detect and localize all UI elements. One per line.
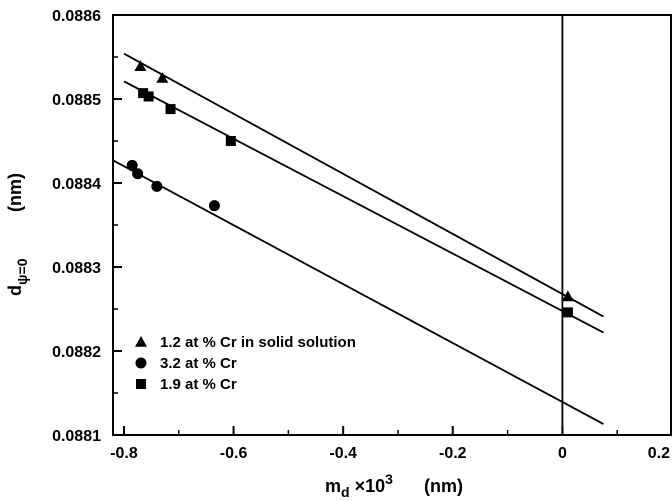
markers — [126, 60, 574, 318]
x-tick-label: 0 — [558, 445, 567, 462]
axis-labels: md ×103 (nm)dψ=0(nm) — [5, 173, 463, 500]
x-axis-label-sup: 3 — [385, 471, 393, 487]
plot-frame — [112, 14, 672, 436]
legend-label-0: 1.2 at % Cr in solid solution — [160, 334, 356, 351]
y-tick-label: 0.0886 — [52, 8, 101, 25]
y-axis-label: dψ=0 (nm) — [5, 173, 30, 296]
legend-marker-1 — [135, 357, 147, 369]
fit-lines — [112, 52, 604, 425]
data-point-series-0 — [134, 60, 147, 72]
data-point-series-1 — [151, 180, 163, 192]
y-tick-label: 0.0881 — [52, 428, 101, 445]
x-tick-label: -0.2 — [439, 445, 467, 462]
x-tick-label: -0.8 — [110, 445, 138, 462]
y-tick-label: 0.0884 — [52, 176, 101, 193]
y-tick-label: 0.0882 — [52, 344, 101, 361]
fit-line-series-0 — [123, 52, 604, 318]
x-tick-label: -0.6 — [220, 445, 248, 462]
x-axis-label-unit: (nm) — [424, 476, 463, 496]
data-point-series-0 — [561, 290, 574, 302]
data-point-series-2 — [562, 307, 573, 318]
x-axis-label-main: m — [325, 476, 341, 496]
data-point-series-2 — [225, 136, 236, 146]
x-axis-label: md ×103 (nm) — [325, 471, 463, 500]
axes: -0.8 -0.6 -0.4 -0.2 0 0.2 0.0881 0.0882 0.0883 0.… — [52, 8, 672, 462]
data-point-series-2 — [143, 91, 154, 102]
fit-line-series-2 — [123, 80, 604, 334]
data-point-series-1 — [126, 159, 138, 171]
y-tick-label: 0.0883 — [52, 260, 101, 277]
legend-marker-2 — [136, 379, 146, 389]
fit-line-series-1 — [112, 159, 604, 425]
legend-marker-0 — [135, 336, 147, 347]
y-axis-label-unit: (nm) — [5, 173, 25, 212]
data-point-series-2 — [138, 88, 149, 99]
x-axis-label-sub: d — [341, 484, 350, 500]
legend-label-1: 3.2 at % Cr — [160, 355, 237, 372]
x-tick-label: 0.2 — [648, 445, 670, 462]
legend: 1.2 at % Cr in solid solution 3.2 at % Cr… — [135, 334, 356, 393]
data-point-series-1 — [132, 168, 144, 180]
data-point-series-0 — [156, 72, 169, 83]
y-tick-label: 0.0885 — [52, 92, 101, 109]
y-axis-label-sub: ψ=0 — [14, 258, 30, 285]
x-axis-label-mid: ×10 — [350, 476, 386, 496]
y-axis-label-main: d — [5, 285, 25, 296]
data-point-series-2 — [165, 104, 176, 115]
legend-label-2: 1.9 at % Cr — [160, 376, 237, 393]
x-tick-label: -0.4 — [329, 445, 357, 462]
data-point-series-1 — [208, 200, 220, 212]
